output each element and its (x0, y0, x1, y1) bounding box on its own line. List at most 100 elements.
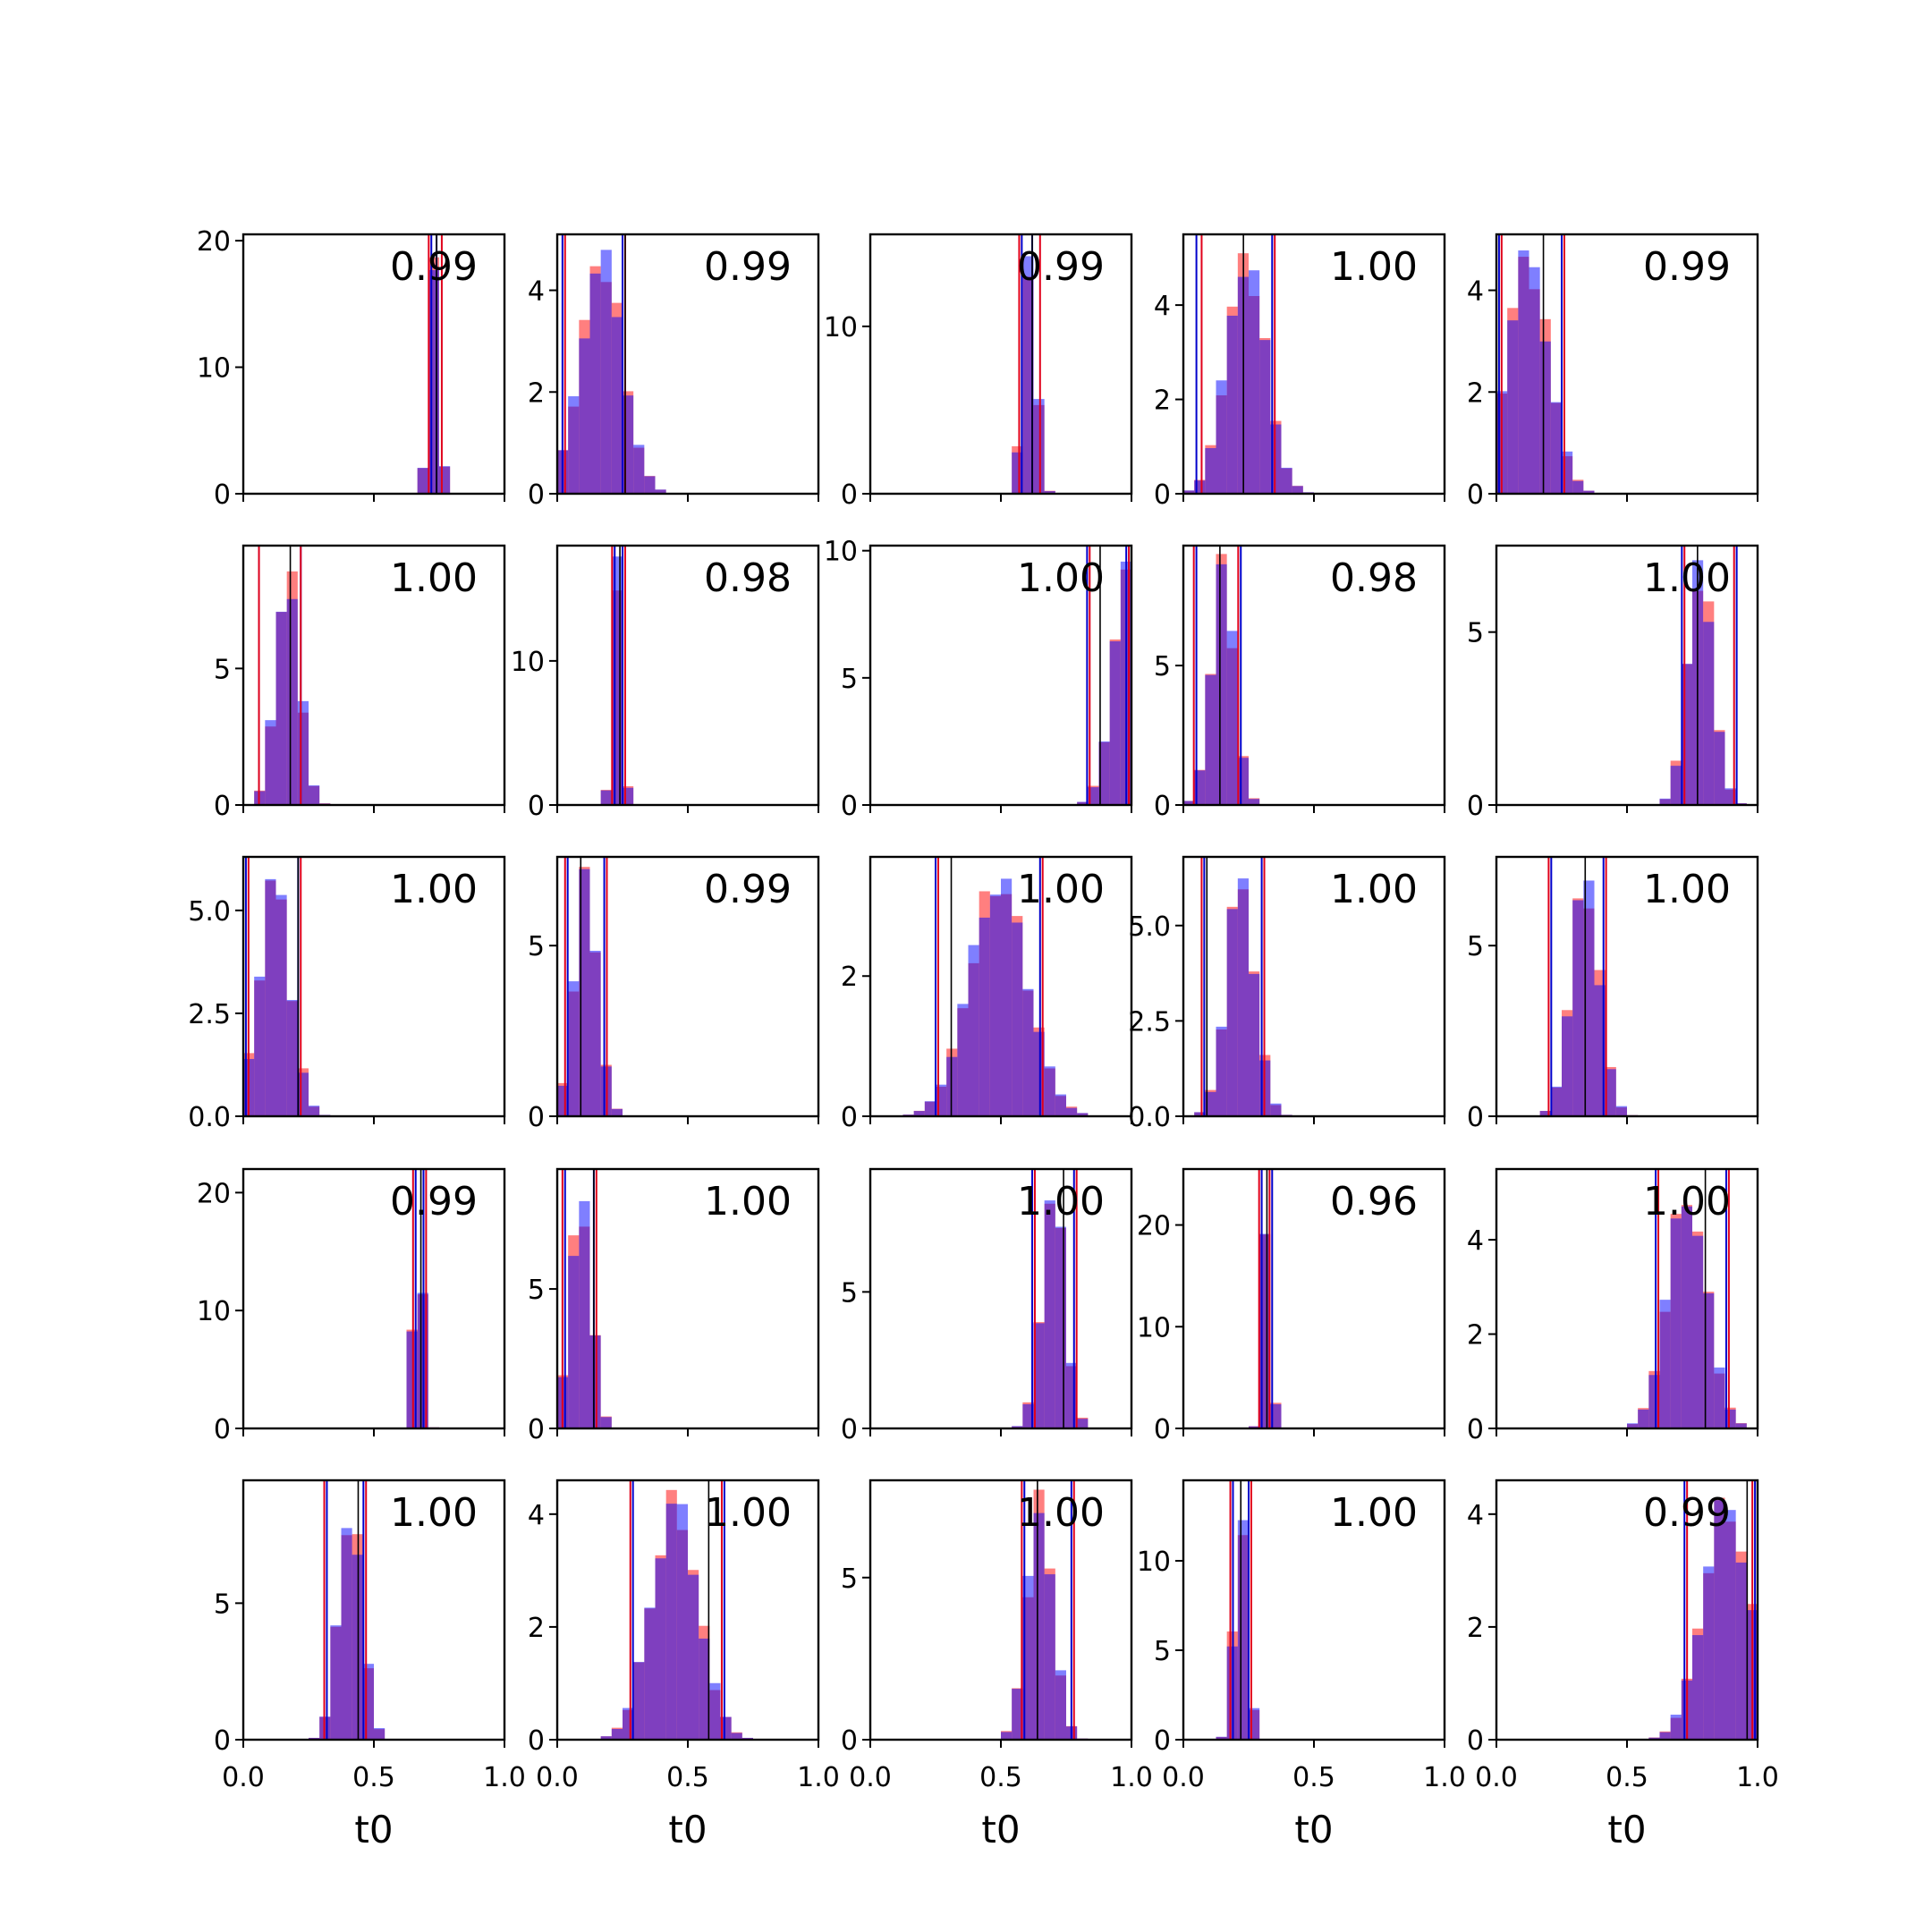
x-tick-label: 0.5 (666, 1762, 709, 1793)
x-tick-label: 1.0 (797, 1762, 840, 1793)
hist-bar-blue (1205, 674, 1216, 805)
y-tick-label: 5.0 (188, 896, 231, 928)
x-tick-label: 0.5 (1606, 1762, 1648, 1793)
hist-bar-blue (1012, 1689, 1023, 1740)
hist-bar-blue (1249, 270, 1260, 494)
hist-bar-blue (579, 869, 590, 1116)
hist-bar-blue (1249, 799, 1260, 805)
hist-bar-blue (254, 976, 266, 1116)
hist-bar-blue (1659, 1732, 1671, 1740)
y-tick-label: 10 (1137, 1546, 1171, 1578)
x-axis-label: t0 (354, 1808, 393, 1852)
hist-bar-blue (611, 1108, 623, 1116)
hist-bar-blue (1055, 1226, 1066, 1428)
hist-bar-blue (611, 1728, 623, 1740)
hist-bar-blue (1033, 1323, 1045, 1428)
hist-bar-blue (1226, 631, 1238, 805)
y-tick-label: 5 (1154, 651, 1171, 682)
y-tick-label: 0 (528, 1414, 545, 1445)
hist-bar-blue (1022, 1575, 1034, 1740)
hist-bar-blue (286, 598, 298, 805)
hist-bar-blue (1562, 1016, 1573, 1116)
hist-bar-blue (297, 700, 309, 805)
y-tick-label: 0 (1467, 1414, 1484, 1445)
hist-bar-blue (1270, 1403, 1282, 1428)
correlation-label: 0.96 (1330, 1179, 1418, 1224)
hist-bar-blue (1670, 1715, 1682, 1740)
x-tick-label: 1.0 (1736, 1762, 1779, 1793)
x-axis-label: t0 (981, 1808, 1020, 1852)
hist-bar-blue (676, 1504, 688, 1740)
hist-bar-blue (568, 1256, 580, 1428)
hist-bar-blue (1183, 490, 1195, 494)
hist-bar-blue (1724, 788, 1736, 805)
y-tick-label: 10 (197, 1296, 231, 1327)
hist-bar-blue (417, 468, 428, 494)
hist-bar-blue (1077, 801, 1089, 805)
hist-bar-blue (600, 250, 612, 494)
hist-bar-blue (623, 787, 634, 805)
hist-bar-blue (1109, 640, 1121, 805)
hist-bar-blue (1724, 1510, 1736, 1740)
y-tick-label: 0 (214, 479, 231, 511)
hist-bar-blue (1550, 402, 1562, 494)
hist-bar-blue (611, 317, 623, 494)
y-tick-label: 0.0 (188, 1102, 231, 1133)
correlation-label: 0.99 (390, 244, 478, 290)
y-tick-label: 5 (214, 654, 231, 685)
panel-4-3: 051.00 (841, 1167, 1133, 1445)
hist-bar-blue (1529, 267, 1540, 494)
hist-bar-blue (1692, 1635, 1704, 1740)
hist-bar-blue (1605, 1069, 1616, 1116)
hist-bar-blue (936, 1084, 947, 1116)
panels-layer: 010200.990240.990100.990241.000240.99051… (188, 226, 1779, 1852)
hist-bar-blue (1066, 1107, 1078, 1116)
hist-bar-blue (1044, 491, 1055, 494)
y-tick-label: 10 (511, 647, 545, 678)
y-tick-label: 4 (1467, 276, 1484, 308)
hist-bar-blue (957, 1004, 969, 1116)
hist-bar-blue (589, 1335, 601, 1428)
hist-bar-blue (1681, 664, 1692, 805)
correlation-label: 0.99 (1643, 244, 1731, 290)
hist-bar-blue (1270, 1103, 1282, 1116)
hist-bar-blue (688, 1574, 699, 1740)
hist-bar-blue (1088, 787, 1099, 805)
y-tick-label: 5.0 (1128, 911, 1171, 943)
hist-bar-blue (633, 445, 645, 494)
y-tick-label: 0.0 (1128, 1102, 1171, 1133)
y-tick-label: 0 (1154, 791, 1171, 822)
panel-1-3: 0 10 0.99 (824, 233, 1133, 511)
hist-bar-blue (286, 999, 298, 1116)
panel-5-4: 0 5 10 0.0 0.5 1.0 t0 1.00 (1137, 1479, 1466, 1852)
x-tick-label: 0.5 (352, 1762, 395, 1793)
hist-bar-blue (1714, 1367, 1725, 1428)
correlation-label: 1.00 (1643, 867, 1731, 912)
panel-4-1: 0 10 20 0.99 (197, 1167, 506, 1445)
hist-bar-blue (1033, 1513, 1045, 1740)
correlation-label: 1.00 (1017, 1179, 1105, 1224)
hist-bar-blue (1216, 1026, 1227, 1116)
correlation-label: 1.00 (1643, 555, 1731, 601)
panel-4-5: 0 2 4 1.00 (1467, 1167, 1759, 1445)
hist-bar-blue (1044, 1200, 1055, 1428)
y-tick-label: 4 (1154, 291, 1171, 322)
y-tick-label: 20 (197, 1178, 231, 1209)
y-tick-label: 5 (841, 1277, 858, 1309)
correlation-label: 1.00 (1330, 1490, 1418, 1536)
correlation-label: 0.98 (704, 555, 792, 601)
hist-bar-blue (341, 1528, 352, 1740)
panel-2-5: 051.00 (1467, 544, 1759, 822)
x-tick-label: 0.0 (849, 1762, 892, 1793)
hist-bar-blue (913, 1111, 925, 1116)
y-tick-label: 0 (841, 1725, 858, 1757)
hist-bar-blue (1659, 1300, 1671, 1428)
y-tick-label: 5 (841, 1563, 858, 1595)
hist-bar-blue (699, 1638, 710, 1740)
hist-bar-blue (1539, 1111, 1551, 1116)
hist-bar-blue (1055, 1670, 1066, 1740)
y-tick-label: 5 (1467, 618, 1484, 649)
hist-bar-blue (579, 338, 590, 494)
y-tick-label: 0 (214, 1725, 231, 1757)
hist-bar-blue (600, 790, 612, 805)
